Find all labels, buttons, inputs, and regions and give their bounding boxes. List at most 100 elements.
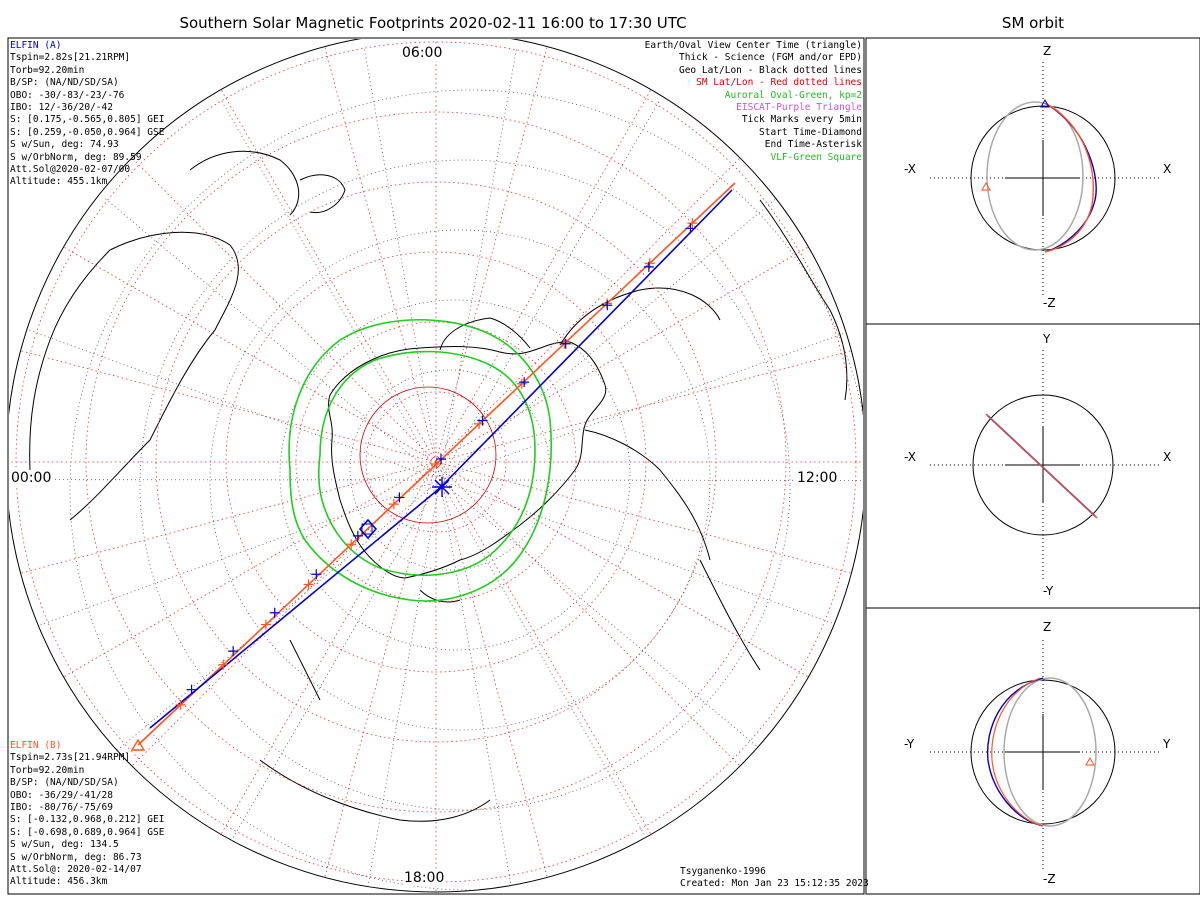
grid-spoke	[219, 479, 441, 862]
grid-spoke	[435, 80, 657, 463]
elfin-a-tick	[602, 300, 613, 311]
grid-spoke	[439, 479, 854, 632]
elfin-b-tick	[687, 218, 698, 229]
grid-spoke	[10, 347, 437, 463]
track-ticks	[175, 218, 698, 710]
elfin-a-line: B/SP: (NA/ND/SD/SA)	[10, 77, 119, 89]
geo-grid	[69, 89, 863, 891]
elfin-b-triangle	[130, 738, 146, 751]
elfin-a-line: S w/Sun, deg: 74.93	[10, 139, 119, 151]
pole-circle	[359, 386, 497, 524]
elfin-a-tick	[269, 607, 280, 618]
elfin-a-tick	[685, 223, 696, 234]
elfin-b-line: Att.Sol@: 2020-02-14/07	[10, 864, 142, 876]
elfin-b-line: OBO: -36/29/-41/28	[10, 789, 113, 801]
grid-spoke	[435, 39, 551, 463]
elfin-b-line: Altitude: 456.3km	[10, 876, 108, 888]
legend-item: Earth/Oval View Center Time (triangle)	[644, 40, 862, 51]
legend-item: VLF-Green Square	[770, 151, 862, 163]
map-frame	[7, 37, 865, 895]
grid-spoke	[439, 197, 778, 481]
orbit-panel-xz	[930, 62, 1160, 296]
grid-spoke	[215, 461, 437, 844]
elfin-b-line: B/SP: (NA/ND/SD/SA)	[10, 777, 119, 789]
clock-label-right: 12:00	[796, 470, 839, 486]
grid-spoke	[321, 461, 437, 888]
elfin-a-line: IBO: 12/-36/20/-42	[10, 102, 113, 114]
panel3-left-label: -Y	[904, 737, 915, 751]
grid-spoke	[439, 329, 854, 481]
legend-item: Auroral Oval-Green, kp=2	[724, 89, 862, 101]
grid-spoke	[26, 328, 441, 481]
elfin-a-tick	[394, 492, 405, 503]
panel3-right-label: Y	[1163, 737, 1171, 751]
grid-spoke	[321, 39, 437, 463]
elfin-a-tick	[352, 530, 363, 541]
main-title: Southern Solar Magnetic Footprints 2020-…	[179, 14, 687, 32]
elfin-b-line: S w/OrbNorm, deg: 86.73	[10, 851, 142, 863]
elfin-b-line: ELFIN (B)	[10, 740, 62, 751]
elfin-b-tick	[303, 579, 314, 590]
orbit-panel-xy	[930, 350, 1160, 582]
elfin-a-track-south	[149, 487, 441, 729]
grid-spoke	[220, 98, 441, 481]
panel3-bottom-label: -Z	[1043, 872, 1056, 886]
elfin-a-line: Altitude: 455.1km	[10, 176, 108, 188]
orbit-frame	[865, 37, 1200, 895]
elfin-a-tick	[186, 684, 197, 695]
elfin-a-start-diamond	[358, 518, 378, 540]
elfin-a-line: S w/OrbNorm, deg: 89.59	[10, 151, 142, 163]
elfin-b-line: S: [-0.132,0.968,0.212] GEI	[10, 814, 165, 826]
clock-label-left: 00:00	[10, 470, 53, 486]
elfin-a-line: OBO: -30/-83/-23/-76	[10, 89, 125, 101]
model-label: Tsyganenko-1996	[680, 866, 766, 877]
panel3-top-label: Z	[1043, 620, 1052, 634]
elfin-a-line: Tspin=2.82s[21.21RPM]	[10, 52, 131, 64]
elfin-b-tick	[516, 378, 527, 389]
elfin-b-line: IBO: -80/76/-75/69	[10, 802, 113, 814]
grid-spoke	[435, 150, 748, 463]
grid-spoke	[435, 461, 657, 844]
panel2-top-label: Y	[1043, 332, 1051, 346]
auroral-oval-outer	[288, 318, 553, 602]
coastlines	[29, 150, 848, 822]
elfin-b-tick	[218, 659, 229, 670]
grid-spoke	[435, 241, 818, 463]
elfin-a-line: S: [0.259,-0.050,0.964] GSE	[10, 126, 165, 138]
grid-spoke	[439, 98, 661, 481]
grid-spoke	[26, 479, 441, 631]
elfin-a-tick	[560, 338, 571, 349]
panel1-right-label: X	[1163, 162, 1172, 176]
elfin-b-tick	[175, 699, 186, 710]
legend-item: Thick - Science (FGM and/or EPD)	[678, 52, 862, 64]
elfin-a-track-north	[439, 189, 733, 489]
grid-spoke	[362, 479, 441, 892]
elfin-b-line: Torb=92.20min	[10, 764, 85, 776]
created-label: Created: Mon Jan 23 15:12:35 2023	[680, 878, 869, 889]
clock-label-bottom: 18:00	[403, 870, 446, 886]
elfin-a-line: ELFIN (A)	[10, 40, 62, 51]
grid-spoke	[439, 46, 518, 481]
elfin-b-tick	[431, 459, 442, 469]
grid-spoke	[215, 80, 437, 463]
grid-spoke	[435, 347, 862, 463]
orbit-panel-yz	[930, 640, 1160, 870]
legend-item: Tick Marks every 5min	[741, 114, 862, 126]
panel2-bottom-label: -Y	[1043, 584, 1054, 598]
globe-limb	[9, 39, 863, 893]
legend-item: End Time-Asterisk	[764, 139, 862, 151]
elfin-b-tick	[388, 499, 399, 510]
start-square	[361, 523, 373, 535]
elfin-a-tick	[436, 454, 446, 464]
clock-label-top: 06:00	[401, 45, 444, 61]
legend-item: Geo Lat/Lon - Black dotted lines	[678, 64, 862, 76]
elfin-b-line: S w/Sun, deg: 134.5	[10, 839, 119, 851]
panel2-right-label: X	[1163, 450, 1172, 464]
elfin-a-tick	[519, 377, 530, 388]
grid-spoke	[435, 461, 818, 683]
grid-spoke	[439, 479, 660, 862]
panel1-top-label: Z	[1043, 44, 1052, 58]
grid-spoke	[439, 479, 517, 892]
grid-spoke	[54, 461, 437, 683]
elfin-b-line: S: [-0.698,0.689,0.964] GSE	[10, 826, 165, 838]
